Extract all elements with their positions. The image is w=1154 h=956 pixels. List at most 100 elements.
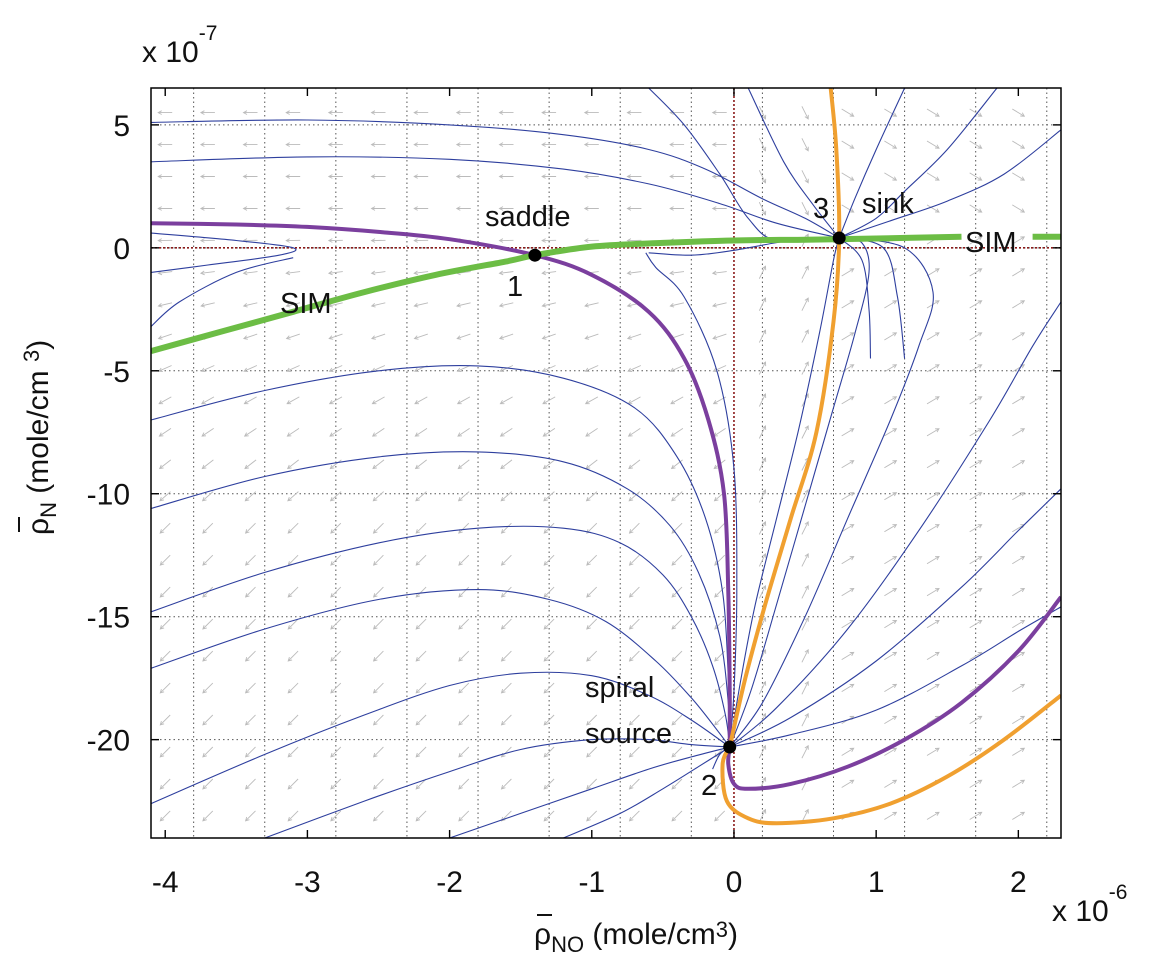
- field-arrow-275: [628, 810, 640, 822]
- field-arrow-170: [456, 396, 471, 405]
- field-arrow-482: [1012, 811, 1026, 820]
- field-arrow-97: [327, 270, 343, 276]
- field-arrow-425: [926, 460, 940, 469]
- field-arrow-184: [498, 110, 514, 115]
- field-arrow-342: [758, 744, 767, 759]
- field-arrow-432: [926, 683, 940, 692]
- field-arrow-137: [372, 810, 384, 822]
- field-arrow-138: [413, 110, 429, 115]
- y-tick-label-2: -5: [103, 356, 130, 389]
- field-arrow-124: [371, 396, 385, 405]
- field-arrow-224: [543, 650, 555, 662]
- field-arrow-402: [884, 460, 898, 469]
- field-arrow-247: [586, 650, 598, 662]
- field-arrow-458: [969, 779, 983, 788]
- field-arrow-324: [758, 170, 767, 184]
- field-arrow-463: [1012, 204, 1026, 213]
- field-arrow-197: [500, 522, 512, 534]
- field-arrow-232: [583, 174, 599, 179]
- x-tick-label-3: -1: [578, 866, 605, 899]
- field-arrow-127: [372, 491, 384, 502]
- field-arrow-149: [414, 459, 427, 470]
- field-arrow-360: [801, 584, 809, 599]
- field-arrow-325: [758, 202, 767, 216]
- field-arrow-32: [200, 396, 215, 405]
- field-arrow-261: [627, 365, 641, 372]
- field-arrow-399: [884, 364, 898, 373]
- zero-lines: [151, 88, 1061, 838]
- field-arrow-136: [372, 778, 384, 790]
- field-arrow-1: [157, 142, 173, 147]
- field-arrow-328: [758, 297, 767, 311]
- trajectory-17: [729, 237, 870, 748]
- trajectory-23: [839, 129, 1061, 239]
- field-arrow-358: [801, 521, 809, 535]
- field-arrow-258: [626, 270, 642, 276]
- field-arrow-201: [500, 650, 512, 662]
- field-arrow-69: [285, 110, 301, 115]
- field-arrow-76: [285, 333, 300, 340]
- field-arrow-215: [541, 365, 556, 372]
- field-arrow-157: [415, 714, 427, 726]
- field-arrow-44: [202, 778, 214, 790]
- field-arrow-401: [884, 428, 898, 437]
- field-arrow-345: [801, 106, 809, 120]
- field-arrow-312: [714, 522, 726, 534]
- trajectories: [151, 88, 1061, 838]
- field-arrow-89: [287, 746, 299, 758]
- field-arrow-302: [711, 206, 727, 211]
- trajectory-14: [563, 746, 730, 838]
- field-arrow-335: [758, 521, 767, 535]
- field-arrow-441: [969, 236, 983, 245]
- field-arrow-27: [199, 238, 215, 243]
- field-arrow-122: [371, 333, 386, 340]
- trajectory-8: [151, 451, 731, 748]
- field-arrow-61: [244, 586, 256, 598]
- field-arrow-113: [330, 778, 342, 790]
- field-arrow-91: [287, 810, 299, 822]
- y-tick-label-4: -15: [87, 602, 130, 635]
- field-arrow-439: [969, 172, 983, 181]
- field-arrow-34: [201, 459, 214, 470]
- trajectory-18: [729, 237, 934, 748]
- field-arrow-180: [458, 714, 470, 726]
- field-arrow-189: [498, 270, 514, 276]
- y-tick-label-3: -10: [87, 479, 130, 512]
- field-arrow-43: [202, 746, 214, 758]
- field-arrow-448: [969, 460, 983, 469]
- field-arrow-154: [415, 618, 427, 630]
- field-arrow-118: [370, 206, 386, 211]
- field-arrow-361: [801, 616, 809, 631]
- field-arrow-86: [287, 650, 299, 662]
- field-arrow-26: [199, 206, 215, 211]
- field-arrow-141: [413, 206, 429, 211]
- field-arrow-11: [158, 459, 172, 470]
- field-arrow-207: [541, 110, 557, 115]
- annotations: saddle 1 3 sink spiral source 2 SIM SIM: [280, 188, 1017, 802]
- field-arrow-255: [626, 174, 642, 179]
- field-arrow-290: [671, 554, 683, 566]
- field-arrow-322: [758, 106, 767, 120]
- field-arrow-386: [841, 683, 855, 692]
- field-arrow-373: [841, 268, 855, 277]
- field-arrow-168: [456, 333, 471, 340]
- field-arrow-274: [628, 778, 640, 790]
- field-arrow-476: [1012, 620, 1026, 629]
- field-arrow-413: [884, 811, 898, 820]
- field-arrow-421: [926, 332, 940, 341]
- field-arrow-150: [415, 491, 427, 502]
- field-arrow-3: [157, 206, 173, 211]
- field-arrow-459: [969, 811, 983, 820]
- field-arrow-202: [500, 682, 512, 694]
- field-arrow-104: [329, 491, 342, 502]
- field-arrow-416: [926, 172, 940, 181]
- field-arrow-66: [244, 746, 256, 758]
- sim-label-left: SIM: [280, 288, 332, 320]
- field-arrow-58: [244, 491, 257, 502]
- field-arrow-379: [841, 460, 855, 469]
- field-arrow-218: [542, 459, 555, 470]
- field-arrow-317: [714, 682, 726, 694]
- field-arrow-380: [841, 492, 855, 501]
- field-arrow-78: [286, 396, 300, 405]
- trajectory-11: [151, 671, 731, 805]
